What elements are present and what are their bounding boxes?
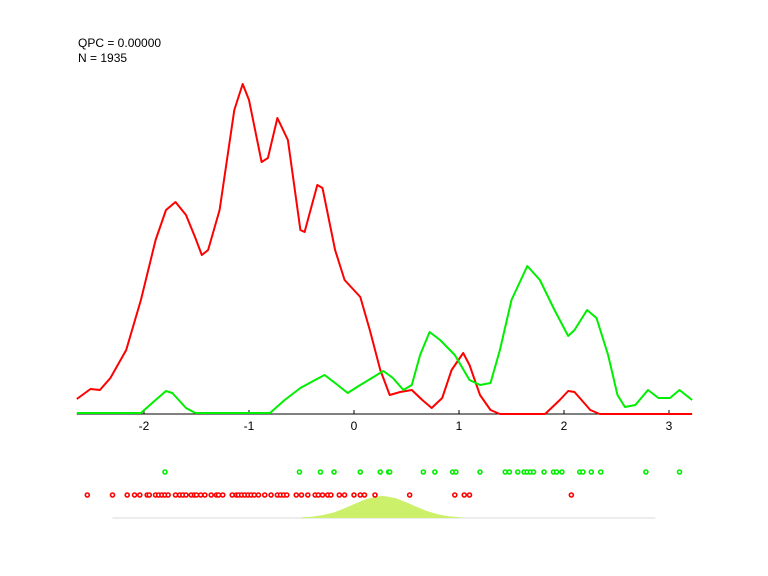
red-rug-point <box>336 492 343 498</box>
red-rug-point <box>341 492 348 498</box>
red-rug-point <box>193 492 200 498</box>
red-rug-point <box>124 492 130 498</box>
qpc-label: QPC = 0.00000 <box>78 36 162 50</box>
red-rug-point <box>357 492 364 498</box>
red-rug-point <box>131 492 138 498</box>
green-rug-point <box>453 469 459 475</box>
red-rug-point <box>261 492 268 498</box>
red-rug-point <box>328 492 334 498</box>
x-tick-label: 3 <box>666 419 673 433</box>
red-rug-point <box>304 492 311 498</box>
red-rug-point <box>137 492 143 498</box>
green-rug-point <box>317 469 324 475</box>
distribution-area <box>301 496 465 518</box>
red-rug-point <box>466 492 473 498</box>
red-rug-point <box>461 492 468 498</box>
red-rug-point <box>219 492 226 498</box>
red-rug-point <box>372 492 378 498</box>
green-rug-point <box>514 469 521 475</box>
red-rug-point <box>202 492 208 498</box>
green-rug-point <box>331 469 337 475</box>
red-rug-point <box>172 492 179 498</box>
green-density-line <box>76 265 693 414</box>
x-tick-label: -1 <box>244 419 255 433</box>
red-rug-point <box>268 492 274 498</box>
x-tick-label: -2 <box>139 419 150 433</box>
red-rug-point <box>109 492 116 498</box>
green-rug-point <box>162 469 168 475</box>
red-rug-point <box>319 492 326 498</box>
red-density-line <box>76 83 693 415</box>
green-rug-point <box>580 469 586 475</box>
red-rug-point <box>251 492 258 498</box>
red-rug-point <box>215 492 222 498</box>
n-label: N = 1935 <box>78 51 128 65</box>
red-rug-point <box>361 492 368 498</box>
green-rug-point <box>386 469 393 475</box>
green-rug-point <box>420 469 427 475</box>
green-rug-point <box>541 469 547 475</box>
red-rug-point <box>568 492 575 498</box>
green-rug-point <box>588 469 595 475</box>
red-rug-point <box>298 492 305 498</box>
green-rug-point <box>643 469 649 475</box>
red-rug-point <box>351 492 357 498</box>
green-rug-point <box>432 469 438 475</box>
red-rug-point <box>165 492 171 498</box>
red-rug-point <box>255 492 262 498</box>
red-rug-point <box>183 492 189 498</box>
green-rug-point <box>597 469 604 475</box>
green-rug-point <box>357 469 364 475</box>
green-rug-point <box>553 469 560 475</box>
x-tick-label: 0 <box>351 419 358 433</box>
red-rug-point <box>146 492 153 498</box>
green-rug-point <box>506 469 513 475</box>
green-rug-point <box>296 469 303 475</box>
green-rug-point <box>377 469 384 475</box>
red-rug-point <box>406 492 413 498</box>
x-tick-label: 1 <box>456 419 463 433</box>
x-tick-label: 2 <box>561 419 568 433</box>
red-rug-point <box>293 492 300 498</box>
red-rug-point <box>229 492 235 498</box>
red-rug-point <box>283 492 290 498</box>
green-rug-point <box>477 469 483 475</box>
red-rug-point <box>315 492 322 498</box>
red-rug-point <box>84 492 91 498</box>
green-rug-point <box>530 469 537 475</box>
red-rug-point <box>197 492 204 498</box>
green-rug-point <box>676 469 683 475</box>
red-rug-point <box>451 492 458 498</box>
green-rug-point <box>559 469 565 475</box>
red-rug-point <box>208 492 214 498</box>
